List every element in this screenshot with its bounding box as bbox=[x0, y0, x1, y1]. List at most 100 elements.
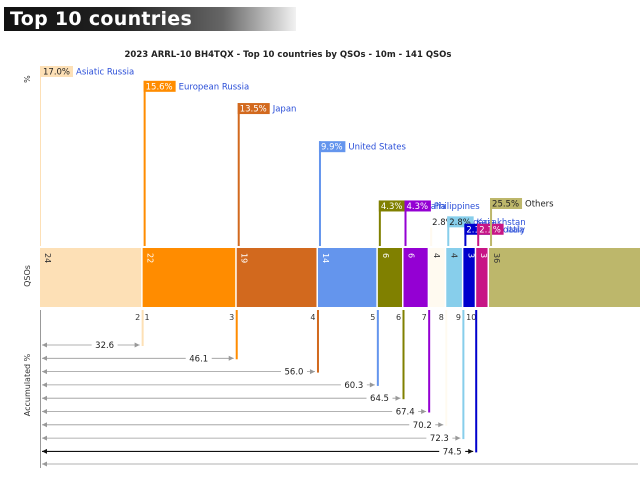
qso-bar bbox=[236, 248, 317, 307]
percent-label: 9.9% bbox=[321, 143, 343, 153]
accum-value-bg bbox=[426, 432, 453, 445]
accum-value: 74.5 bbox=[443, 447, 462, 457]
accum-drop-line bbox=[235, 310, 238, 360]
accum-arrow-head-right bbox=[228, 355, 234, 361]
accum-value: 32.6 bbox=[95, 341, 114, 351]
category-label: Italy bbox=[507, 225, 525, 235]
qso-value: 6 bbox=[381, 253, 390, 258]
accum-value: 64.5 bbox=[370, 394, 389, 404]
rank-label: 9 bbox=[456, 313, 461, 322]
accum-total-arrow-head bbox=[42, 461, 47, 467]
chart-title: 2023 ARRL-10 BH4TQX - Top 10 countries b… bbox=[125, 50, 452, 60]
accum-arrow-head-right bbox=[468, 448, 474, 454]
qso-bar bbox=[377, 248, 403, 307]
accum-value: 72.3 bbox=[430, 434, 449, 444]
accum-drop-line bbox=[141, 310, 144, 346]
qso-bar bbox=[476, 248, 488, 307]
percent-stem bbox=[447, 216, 450, 246]
qso-bar bbox=[142, 248, 236, 307]
rank-label: 1 bbox=[144, 313, 149, 322]
rank-label: 5 bbox=[370, 313, 375, 322]
accum-arrow-head-right bbox=[395, 395, 401, 401]
category-label: Croatia bbox=[494, 225, 525, 235]
percent-stem bbox=[143, 80, 146, 246]
accum-value-bg bbox=[185, 352, 212, 365]
percent-stem bbox=[318, 141, 321, 246]
percent-label-box bbox=[447, 216, 474, 228]
accum-value: 67.4 bbox=[396, 408, 415, 418]
accum-drop-line bbox=[402, 310, 405, 400]
accum-arrow-head-left bbox=[42, 448, 47, 454]
percent-stem bbox=[477, 223, 480, 246]
accum-value-bg bbox=[340, 378, 367, 391]
percent-label: 25.5% bbox=[492, 200, 519, 210]
percent-stem bbox=[404, 200, 407, 246]
accum-value: 60.3 bbox=[344, 381, 363, 391]
accum-drop-line bbox=[445, 310, 448, 426]
accum-value-bg bbox=[439, 445, 466, 458]
qso-value: 24 bbox=[43, 253, 52, 263]
accum-value-bg bbox=[409, 418, 436, 431]
percent-label-box bbox=[318, 141, 346, 153]
percent-label: 13.5% bbox=[240, 105, 267, 115]
category-label: United States bbox=[348, 143, 406, 153]
y-axis-label-percent: % bbox=[23, 75, 32, 83]
accum-value: 70.2 bbox=[413, 421, 432, 431]
section-title: Top 10 countries bbox=[10, 8, 193, 30]
percent-label-box bbox=[41, 66, 73, 77]
category-label: Others bbox=[525, 200, 554, 210]
rank-label: 2 bbox=[135, 313, 140, 322]
percent-label: 2.1% bbox=[466, 225, 488, 235]
qso-bar bbox=[40, 248, 142, 307]
rank-label: 4 bbox=[310, 313, 315, 322]
percent-stem bbox=[464, 223, 467, 246]
qso-bar bbox=[429, 248, 445, 307]
category-label: Philippines bbox=[434, 202, 480, 212]
percent-label-box bbox=[490, 198, 523, 209]
accum-arrow-head-left bbox=[42, 435, 47, 441]
percent-label: 17.0% bbox=[43, 68, 70, 78]
rank-label: 3 bbox=[229, 313, 234, 322]
qso-bar bbox=[489, 248, 640, 307]
accum-arrow-head-left bbox=[42, 409, 47, 414]
accum-arrow-head-right bbox=[421, 409, 427, 414]
qso-value: 22 bbox=[146, 253, 155, 263]
percent-label: 2.1% bbox=[479, 225, 501, 235]
accum-value-bg bbox=[366, 392, 393, 405]
accum-arrow-head-right bbox=[438, 422, 444, 428]
category-label: Bulgaria bbox=[460, 218, 495, 228]
qso-bar bbox=[317, 248, 377, 307]
accum-arrow-head-left bbox=[42, 369, 47, 375]
y-axis-label-accumulated: Accumulated % bbox=[23, 353, 32, 416]
percent-label: 2.8% bbox=[432, 218, 454, 228]
qso-value: 4 bbox=[449, 253, 458, 258]
rank-label: 10 bbox=[466, 313, 476, 322]
accum-arrow-head-right bbox=[309, 369, 315, 375]
percent-label: 15.6% bbox=[146, 82, 173, 92]
percent-label: 4.3% bbox=[381, 202, 403, 212]
rank-label: 8 bbox=[439, 313, 444, 322]
percent-label: 4.3% bbox=[407, 202, 429, 212]
qso-bar bbox=[463, 248, 475, 307]
accum-axis-line bbox=[40, 310, 41, 468]
accum-drop-line bbox=[475, 310, 478, 453]
rank-label: 7 bbox=[422, 313, 427, 322]
accum-arrow-head-left bbox=[42, 382, 47, 388]
percent-label-box bbox=[404, 200, 431, 212]
percent-label-box bbox=[430, 216, 457, 228]
accum-drop-line bbox=[462, 310, 465, 440]
percent-label-box bbox=[378, 200, 406, 212]
qso-value: 3 bbox=[479, 253, 488, 258]
accum-drop-line bbox=[376, 310, 379, 386]
category-label: Japan bbox=[272, 105, 297, 115]
qso-value: 36 bbox=[492, 253, 501, 263]
percent-label-box bbox=[237, 103, 270, 115]
accum-drop-line bbox=[316, 310, 319, 373]
qso-bar bbox=[403, 248, 428, 307]
accum-drop-line bbox=[428, 310, 431, 413]
qso-bar bbox=[446, 248, 462, 307]
percent-stem bbox=[237, 103, 240, 246]
accum-value-bg bbox=[280, 365, 307, 378]
accum-value-bg bbox=[91, 339, 118, 351]
